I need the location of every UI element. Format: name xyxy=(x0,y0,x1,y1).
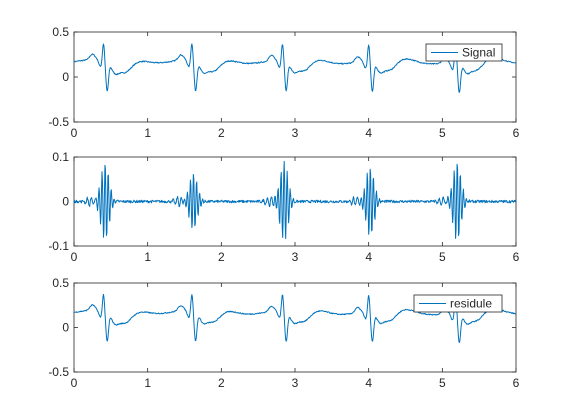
x-tick-label: 6 xyxy=(513,126,520,140)
subplot-2: 0 1 2 3 4 5 60.10-0.1 xyxy=(48,150,519,264)
y-tick-label: 0 xyxy=(62,195,69,209)
x-tick-label: 2 xyxy=(218,376,225,390)
y-tick-label: 0.1 xyxy=(52,150,69,164)
x-tick-label: 2 xyxy=(218,250,225,264)
legend: residule xyxy=(413,294,503,313)
x-tick-label: 0 xyxy=(71,126,78,140)
x-tick-label: 3 xyxy=(292,250,299,264)
legend-label: residule xyxy=(450,297,492,311)
x-tick-label: 1 xyxy=(144,126,151,140)
x-tick-label: 2 xyxy=(218,126,225,140)
series-line-detail xyxy=(73,160,517,240)
x-tick-label: 3 xyxy=(292,376,299,390)
y-tick-label: 0 xyxy=(62,70,69,84)
y-tick-label: -0.1 xyxy=(48,239,69,253)
x-tick-label: 4 xyxy=(365,126,372,140)
x-tick-label: 3 xyxy=(292,126,299,140)
x-tick-label: 0 xyxy=(71,376,78,390)
x-tick-label: 5 xyxy=(439,250,446,264)
x-tick-label: 4 xyxy=(365,376,372,390)
y-tick-label: -0.5 xyxy=(48,115,69,129)
x-tick-label: 0 xyxy=(71,250,78,264)
y-tick-label: 0.5 xyxy=(52,276,69,290)
y-tick-label: 0 xyxy=(62,321,69,335)
legend: Signal xyxy=(425,43,503,62)
legend-label: Signal xyxy=(462,46,495,60)
legend-box xyxy=(425,43,503,62)
x-tick-label: 5 xyxy=(439,126,446,140)
x-tick-label: 1 xyxy=(144,250,151,264)
x-tick-label: 1 xyxy=(144,376,151,390)
x-tick-label: 6 xyxy=(513,250,520,264)
y-tick-label: -0.5 xyxy=(48,365,69,379)
legend-box xyxy=(413,294,503,313)
x-tick-label: 5 xyxy=(439,376,446,390)
x-tick-label: 4 xyxy=(365,250,372,264)
y-tick-label: 0.5 xyxy=(52,25,69,39)
x-tick-label: 6 xyxy=(513,376,520,390)
